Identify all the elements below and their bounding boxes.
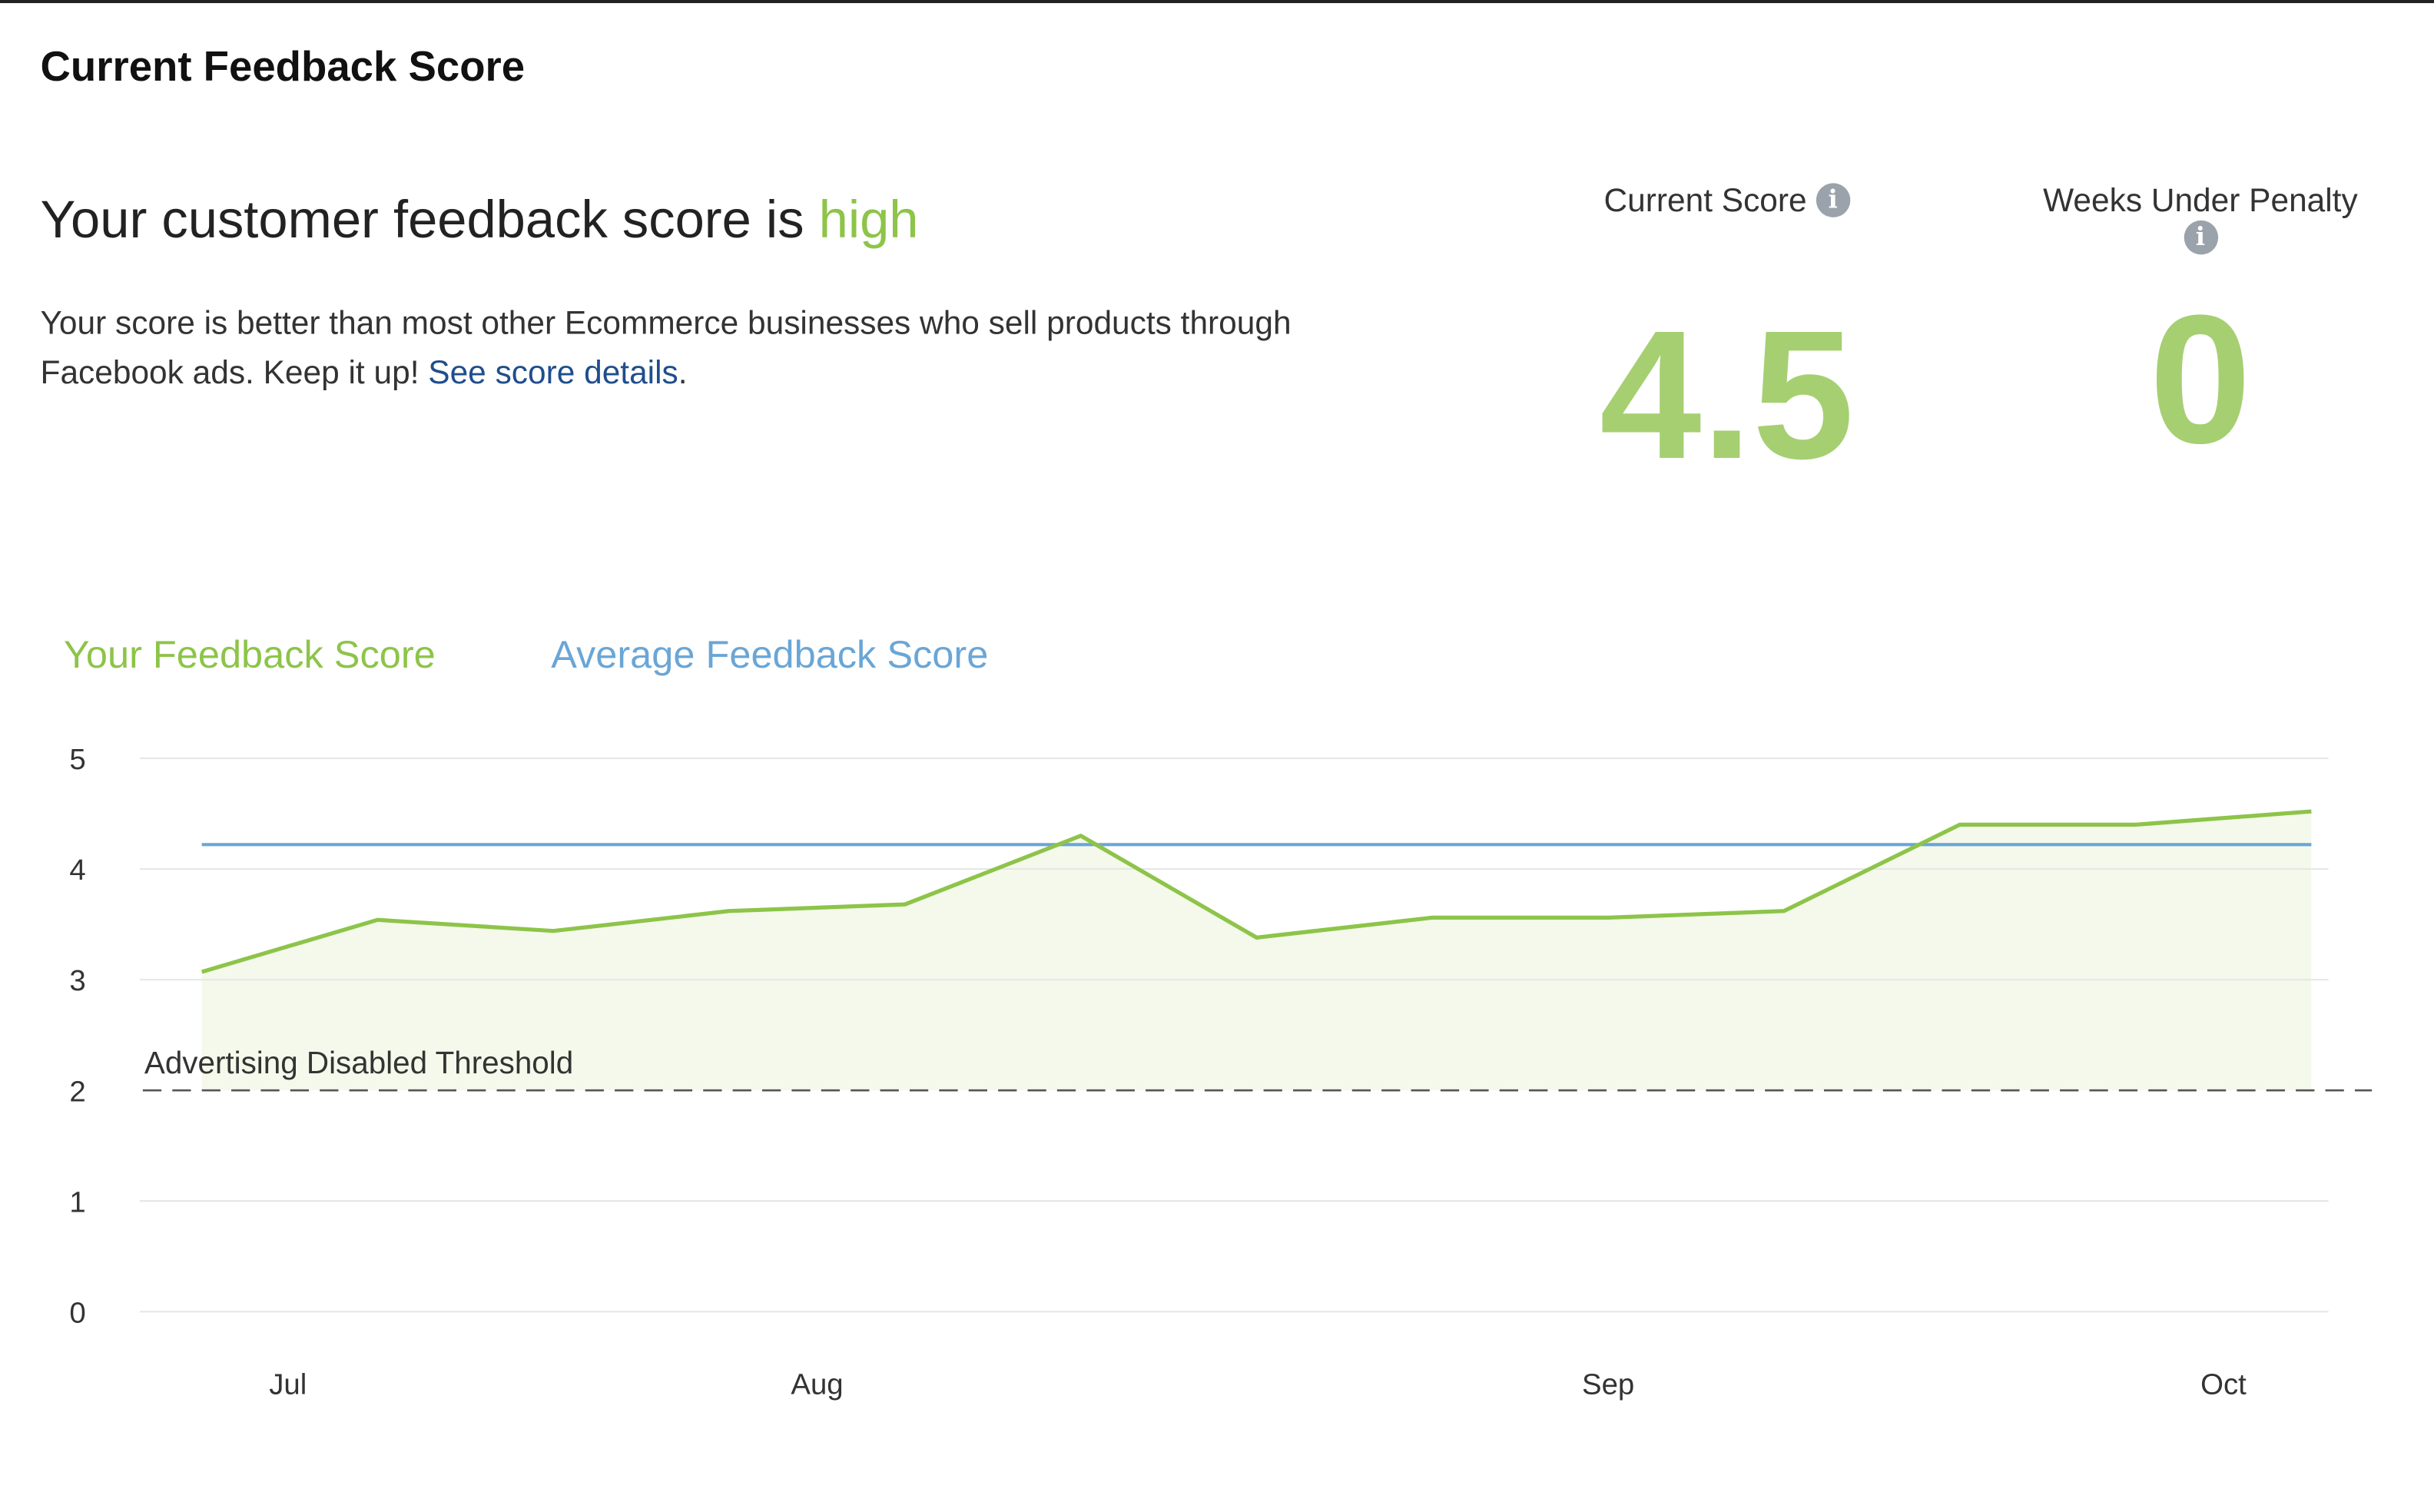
- description-suffix: .: [678, 355, 688, 392]
- current-score-label: Current Score: [1603, 183, 1807, 219]
- x-tick-label: Jul: [269, 1368, 307, 1401]
- y-tick-label: 3: [69, 964, 85, 997]
- score-level: high: [818, 191, 919, 250]
- headline-text: Your customer feedback score is: [40, 191, 819, 250]
- current-score-label-row: Current Score i: [1560, 183, 1894, 220]
- info-icon[interactable]: i: [1816, 183, 1850, 217]
- top-divider: [0, 0, 2434, 4]
- info-icon[interactable]: i: [2183, 220, 2218, 255]
- score-area: [201, 811, 2312, 1091]
- y-tick-label: 1: [69, 1185, 85, 1219]
- weeks-under-penalty-stat: Weeks Under Penalty i 0: [2010, 183, 2390, 483]
- page-title: Current Feedback Score: [40, 43, 526, 91]
- legend-average-score[interactable]: Average Feedback Score: [551, 633, 989, 677]
- score-description: Your score is better than most other Eco…: [41, 300, 1376, 399]
- current-score-stat: Current Score i 4.5: [1560, 183, 1894, 499]
- x-tick-label: Sep: [1582, 1368, 1634, 1401]
- y-tick-label: 5: [69, 743, 85, 776]
- current-score-value: 4.5: [1599, 293, 1855, 499]
- x-tick-label: Oct: [2200, 1368, 2247, 1401]
- legend-your-score[interactable]: Your Feedback Score: [63, 633, 436, 677]
- threshold-label: Advertising Disabled Threshold: [144, 1045, 573, 1080]
- weeks-under-penalty-value: 0: [2149, 277, 2252, 483]
- see-score-details-link[interactable]: See score details: [428, 355, 678, 392]
- weeks-under-penalty-label: Weeks Under Penalty: [2043, 183, 2358, 219]
- description-text: Your score is better than most other Eco…: [40, 306, 1292, 392]
- score-headline: Your customer feedback score is high: [41, 191, 919, 252]
- x-tick-label: Aug: [791, 1368, 843, 1401]
- y-tick-label: 4: [69, 854, 85, 887]
- y-tick-label: 2: [69, 1075, 85, 1108]
- y-tick-label: 0: [69, 1296, 85, 1329]
